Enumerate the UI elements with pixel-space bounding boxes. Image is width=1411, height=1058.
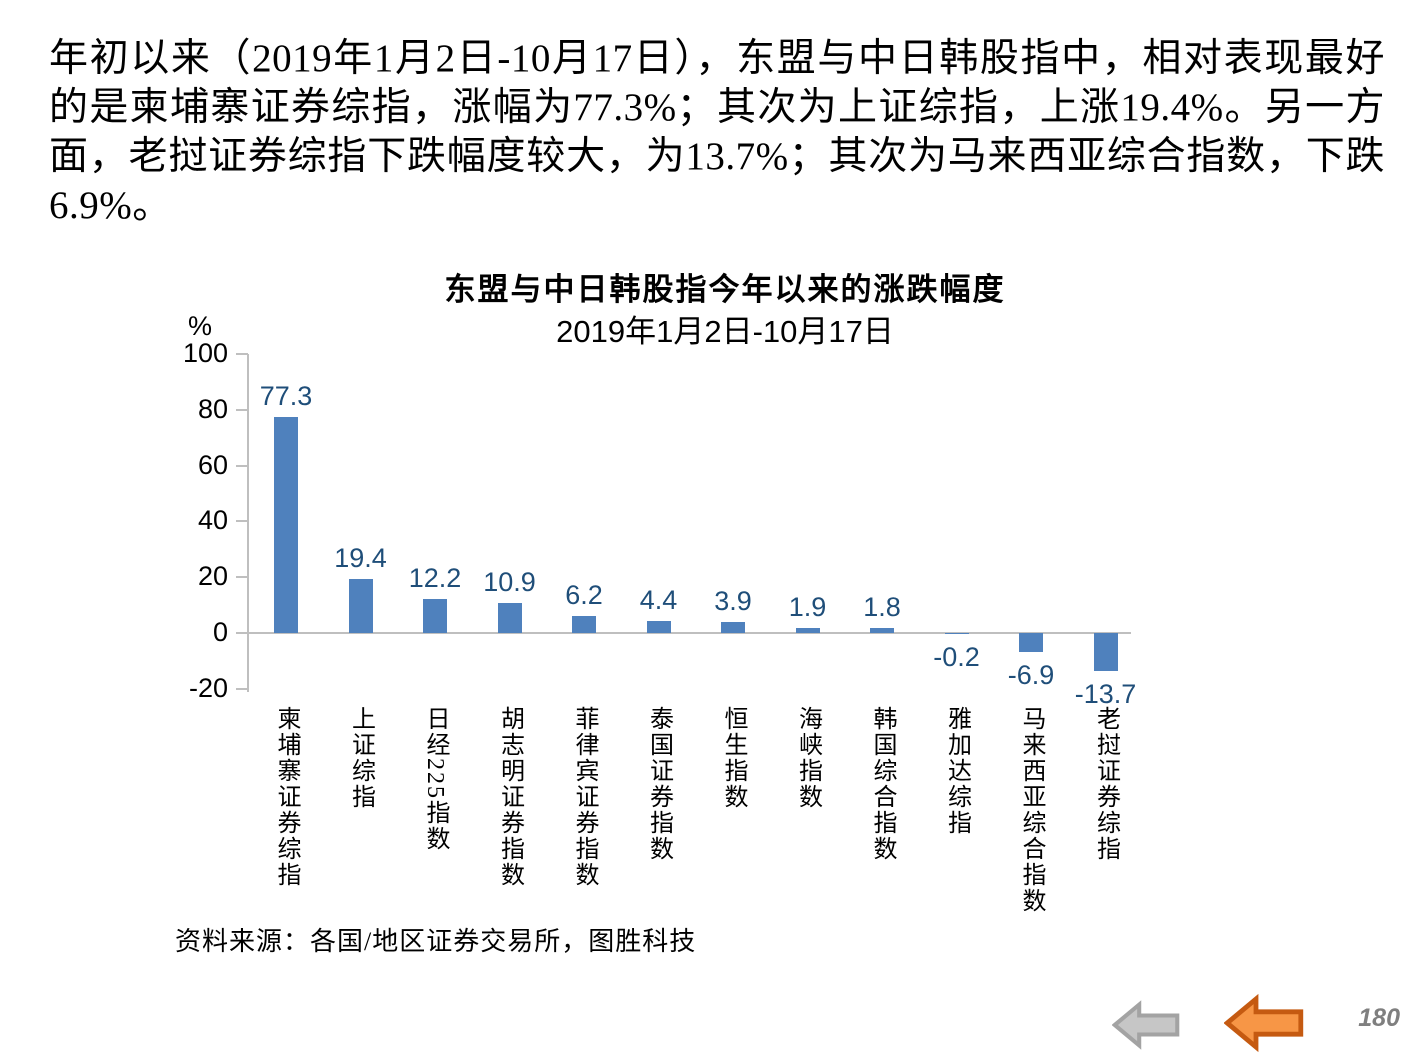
- category-label: 上证综指: [347, 706, 374, 810]
- bar-value-label: 4.4: [639, 584, 678, 615]
- category-label: 日经225指数: [422, 706, 448, 852]
- left-arrow-shape: [1112, 1000, 1180, 1050]
- bar-value-label: 1.9: [788, 591, 827, 622]
- bar-5: [572, 615, 596, 633]
- y-tick-mark: [236, 408, 248, 411]
- chart-title: 东盟与中日韩股指今年以来的涨跌幅度: [444, 272, 1006, 307]
- bar-1: [274, 417, 298, 633]
- y-axis-line: [247, 354, 249, 692]
- bar-4: [497, 602, 522, 633]
- source-note: 资料来源：各国/地区证券交易所，图胜科技: [175, 927, 697, 956]
- y-tick-label: 80: [197, 393, 228, 424]
- bar-7: [721, 622, 745, 633]
- bar-value-label: 3.9: [714, 586, 752, 617]
- bar-2: [348, 578, 373, 633]
- bar-value-label: -6.9: [1007, 660, 1055, 691]
- x-axis-baseline: [236, 632, 1131, 634]
- y-axis-unit-label: %: [187, 311, 212, 341]
- y-tick-label: -20: [188, 672, 228, 703]
- y-tick-label: 40: [197, 505, 228, 536]
- y-tick-mark: [236, 576, 248, 579]
- bar-9: [870, 627, 894, 633]
- bar-value-label: -0.2: [933, 642, 980, 672]
- commentary-text: 年初以来（2019年1月2日-10月17日），东盟与中日韩股指中，相对表现最好的…: [49, 37, 1385, 227]
- y-tick-mark: [236, 632, 248, 634]
- category-label: 泰国证券指数: [645, 706, 672, 862]
- bar-value-label: 19.4: [334, 542, 387, 573]
- bar-6: [646, 620, 671, 633]
- category-label: 恒生指数: [720, 706, 746, 810]
- category-label: 老挝证券综指: [1092, 706, 1119, 862]
- category-label: 胡志明证券指数: [496, 706, 523, 888]
- y-tick-mark: [236, 687, 248, 690]
- category-label: 柬埔寨证券综指: [273, 706, 299, 888]
- bar-value-label: -13.7: [1074, 679, 1137, 710]
- back-arrow-gray-icon[interactable]: [1112, 1000, 1180, 1050]
- left-arrow-shape: [1224, 993, 1304, 1053]
- y-tick-label: 60: [197, 449, 228, 480]
- category-label: 韩国综合指数: [869, 706, 895, 862]
- category-label: 马来西亚综合指数: [1018, 706, 1044, 914]
- bar-value-label: 12.2: [408, 562, 462, 593]
- y-tick-mark: [236, 353, 248, 355]
- y-tick-mark: [236, 464, 248, 467]
- bar-3: [423, 598, 447, 633]
- bar-value-label: 77.3: [259, 381, 313, 412]
- bar-11: [1019, 633, 1043, 653]
- bar-12: [1093, 633, 1118, 672]
- category-label: 海峡指数: [794, 706, 821, 810]
- y-tick-label: 20: [197, 561, 228, 592]
- page-number: 180: [1358, 1004, 1400, 1032]
- category-label: 雅加达综指: [943, 706, 970, 836]
- category-label: 菲律宾证券指数: [571, 706, 597, 888]
- y-tick-mark: [236, 520, 248, 523]
- bar-value-label: 10.9: [483, 566, 536, 597]
- bar-value-label: 1.8: [863, 591, 901, 622]
- y-tick-label: 100: [182, 338, 228, 368]
- bar-8: [795, 627, 820, 633]
- back-arrow-orange-icon[interactable]: [1224, 993, 1304, 1053]
- bar-10: [944, 633, 969, 634]
- bar-value-label: 6.2: [565, 579, 603, 610]
- chart-subtitle: 2019年1月2日-10月17日: [556, 314, 894, 349]
- y-tick-label: 0: [212, 617, 228, 647]
